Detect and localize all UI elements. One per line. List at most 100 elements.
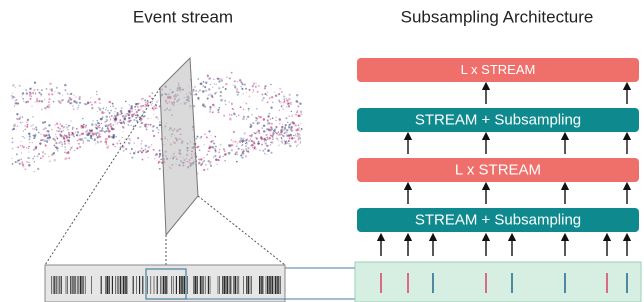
event-dot: [68, 157, 70, 159]
event-dot: [299, 130, 300, 131]
event-dot: [72, 127, 74, 129]
event-dot: [208, 94, 210, 96]
event-dot: [22, 94, 23, 95]
event-dot: [297, 144, 299, 146]
event-dot: [205, 164, 207, 166]
event-dot: [228, 152, 231, 155]
event-dot: [252, 147, 253, 148]
event-dot: [142, 98, 144, 100]
event-dot: [300, 110, 302, 112]
event-dot: [116, 142, 118, 144]
event-dot: [96, 93, 98, 95]
event-dot: [252, 92, 253, 93]
event-dot: [26, 92, 28, 94]
event-dot: [48, 104, 50, 106]
event-dot: [294, 141, 296, 143]
event-dot: [38, 132, 40, 134]
event-dot: [126, 113, 128, 115]
event-dot: [270, 97, 271, 98]
event-dot: [83, 124, 85, 126]
event-dot: [146, 128, 147, 129]
event-dot: [278, 140, 279, 141]
event-dot: [26, 126, 28, 128]
event-dot: [105, 141, 108, 144]
event-dot: [282, 107, 283, 108]
event-dot: [20, 122, 22, 124]
event-dot: [133, 126, 135, 128]
event-dot: [218, 111, 220, 113]
event-dot: [215, 136, 216, 137]
event-dot: [129, 104, 130, 105]
event-dot: [109, 101, 111, 103]
event-dot: [112, 137, 114, 139]
event-dot: [205, 82, 207, 84]
event-dot: [108, 130, 111, 133]
event-dot: [287, 122, 288, 123]
event-dot: [109, 119, 111, 121]
event-dot: [133, 152, 135, 154]
event-dot: [156, 101, 158, 103]
event-dot: [15, 100, 17, 102]
event-dot: [32, 158, 34, 160]
event-dot: [258, 122, 260, 124]
event-dot: [66, 136, 68, 138]
event-dot: [28, 133, 30, 135]
event-dot: [288, 124, 290, 126]
event-dot: [196, 146, 198, 148]
event-dot: [231, 103, 232, 104]
event-dot: [151, 118, 152, 119]
event-dot: [76, 128, 78, 130]
event-dot: [128, 114, 130, 116]
event-dot: [18, 147, 20, 149]
event-dot: [33, 89, 35, 91]
event-dot: [34, 82, 36, 84]
event-dot: [214, 106, 215, 107]
event-dot: [54, 124, 56, 126]
event-dot: [123, 150, 125, 152]
event-dot: [119, 114, 120, 115]
event-dot: [99, 103, 100, 104]
event-dot: [19, 117, 21, 119]
event-dot: [141, 143, 142, 144]
event-dot: [212, 111, 214, 113]
event-dot: [33, 137, 35, 139]
event-dot: [245, 148, 247, 150]
event-dot: [254, 147, 256, 149]
event-dot: [236, 116, 237, 117]
event-dot: [21, 136, 22, 137]
event-dot: [120, 146, 122, 148]
event-dot: [289, 135, 290, 136]
event-dot: [137, 115, 139, 117]
event-dot: [216, 164, 217, 165]
event-dot: [49, 139, 51, 141]
event-dot: [49, 83, 51, 85]
event-dot: [95, 127, 97, 129]
event-dot: [97, 124, 98, 125]
event-dot: [127, 120, 130, 123]
event-dot: [29, 88, 31, 90]
event-dot: [225, 83, 227, 85]
event-dot: [217, 78, 219, 80]
event-dot: [53, 144, 55, 146]
event-dot: [133, 142, 135, 144]
time-slice: [160, 58, 198, 235]
event-dot: [210, 141, 212, 143]
event-dot: [281, 140, 283, 142]
event-dot: [158, 156, 160, 158]
event-dot: [288, 105, 290, 107]
event-dot: [244, 132, 246, 134]
event-dot: [27, 124, 29, 126]
event-dot: [225, 88, 227, 90]
event-dot: [267, 101, 269, 103]
event-dot: [106, 143, 108, 145]
event-dot: [276, 132, 277, 133]
event-dot: [98, 98, 100, 100]
event-dot: [99, 136, 101, 138]
event-dot: [108, 124, 110, 126]
event-dot: [250, 135, 252, 137]
event-dot: [144, 125, 146, 127]
event-dot: [96, 91, 97, 92]
event-dot: [270, 107, 272, 109]
event-dot: [106, 125, 107, 126]
event-dot: [17, 160, 19, 162]
